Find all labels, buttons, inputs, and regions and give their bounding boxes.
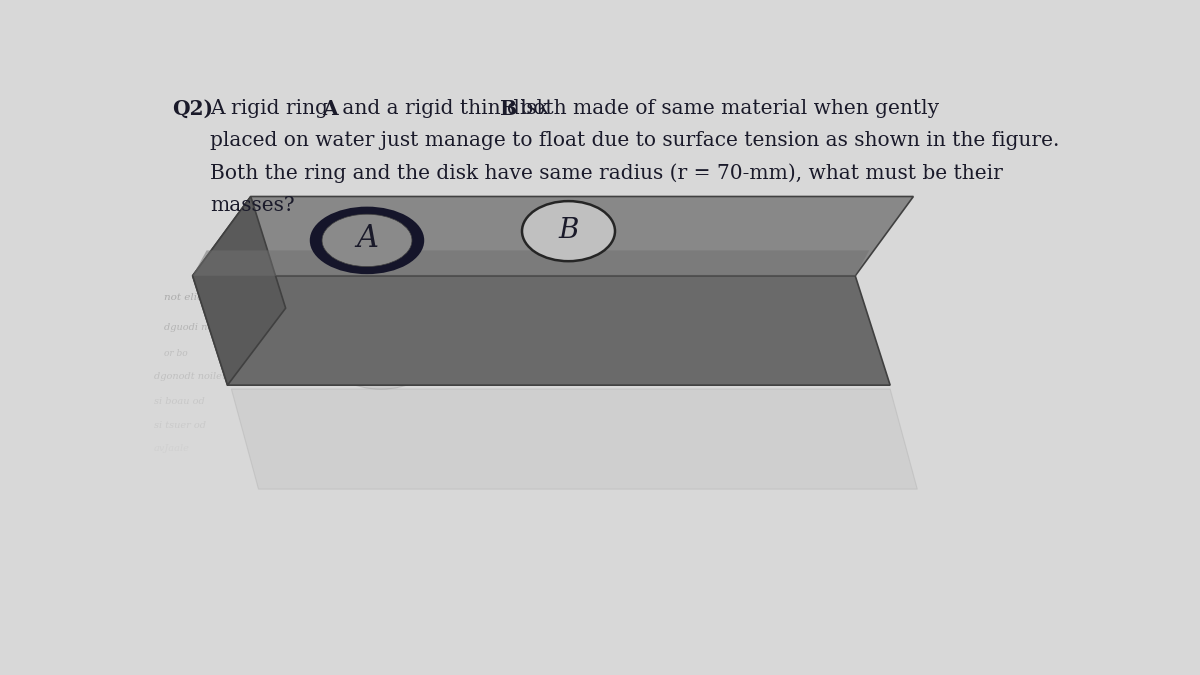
Text: A: A — [356, 223, 378, 254]
Text: Both the ring and the disk have same radius (r = 70-mm), what must be their: Both the ring and the disk have same rad… — [210, 163, 1003, 183]
Text: dguodi noileups olitog vbolav sdt bns alm 260 lo: dguodi noileups olitog vbolav sdt bns al… — [164, 323, 403, 331]
Text: Q2): Q2) — [172, 99, 212, 119]
Text: not elienat V-0EI vd bolluq ai sldao orh: not elienat V-0EI vd bolluq ai sldao orh — [164, 294, 368, 302]
Polygon shape — [193, 196, 913, 276]
Text: avJaale: avJaale — [154, 443, 190, 453]
Text: B: B — [500, 99, 517, 119]
Ellipse shape — [311, 208, 424, 273]
Ellipse shape — [341, 336, 421, 383]
Ellipse shape — [546, 325, 625, 376]
Text: placed on water just manage to float due to surface tension as shown in the figu: placed on water just manage to float due… — [210, 131, 1060, 150]
Text: dgonodt noileupe siitong vibodov: dgonodt noileupe siitong vibodov — [154, 372, 318, 381]
Text: masses?: masses? — [210, 196, 295, 215]
Ellipse shape — [522, 201, 616, 261]
Ellipse shape — [322, 214, 412, 267]
Text: or bo: or bo — [164, 349, 187, 358]
Text: both made of same material when gently: both made of same material when gently — [515, 99, 940, 117]
Text: A rigid ring: A rigid ring — [210, 99, 335, 117]
Polygon shape — [232, 389, 917, 489]
Text: A: A — [322, 99, 337, 119]
Polygon shape — [193, 276, 890, 385]
Text: and a rigid thin disk: and a rigid thin disk — [336, 99, 556, 117]
Text: si tsuer od: si tsuer od — [154, 421, 206, 429]
Ellipse shape — [330, 330, 432, 389]
Text: B: B — [558, 217, 578, 244]
Text: si boau od: si boau od — [154, 398, 205, 406]
Polygon shape — [193, 250, 869, 276]
Polygon shape — [193, 196, 286, 385]
